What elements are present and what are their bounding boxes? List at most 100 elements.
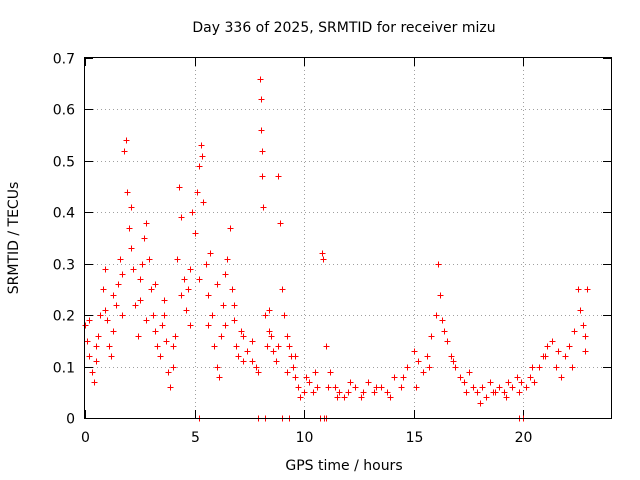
data-point — [192, 230, 199, 237]
data-point — [509, 384, 516, 391]
data-point — [373, 384, 380, 391]
data-point — [163, 338, 170, 345]
y-tick-label: 0.7 — [53, 52, 75, 68]
data-point — [479, 384, 486, 391]
data-point — [189, 209, 196, 216]
data-point — [253, 364, 260, 371]
data-point — [569, 364, 576, 371]
y-tick-label: 0.3 — [53, 258, 75, 274]
data-point — [187, 266, 194, 273]
data-point — [262, 312, 269, 319]
data-point — [580, 322, 587, 329]
data-point — [229, 286, 236, 293]
data-point — [461, 379, 468, 386]
data-point — [108, 353, 115, 360]
data-point — [501, 389, 508, 396]
data-point — [152, 328, 159, 335]
data-point — [391, 374, 398, 381]
data-point — [286, 343, 293, 350]
data-point — [549, 338, 556, 345]
data-point — [327, 369, 334, 376]
axis-ticks: 0 0.1 0.2 0.3 0.4 0.5 0.6 0.7 0 5 10 15 20 — [53, 52, 611, 446]
data-point — [200, 199, 207, 206]
data-point — [181, 276, 188, 283]
chart-title: Day 336 of 2025, SRMTID for receiver miz… — [192, 20, 495, 36]
data-point — [102, 307, 109, 314]
data-point — [558, 374, 565, 381]
data-point — [284, 369, 291, 376]
data-point — [258, 127, 265, 134]
data-point — [119, 271, 126, 278]
data-point — [123, 137, 130, 144]
y-tick-label: 0.4 — [53, 206, 75, 222]
data-point — [185, 286, 192, 293]
data-point — [450, 358, 457, 365]
data-point — [227, 225, 234, 232]
data-point — [426, 364, 433, 371]
data-point — [358, 394, 365, 401]
data-point — [126, 225, 133, 232]
data-point — [249, 338, 256, 345]
data-point — [284, 333, 291, 340]
data-point — [260, 204, 267, 211]
data-point — [93, 343, 100, 350]
data-point — [266, 307, 273, 314]
data-point — [233, 343, 240, 350]
data-point — [290, 364, 297, 371]
data-point — [104, 317, 111, 324]
data-point — [553, 364, 560, 371]
x-tick-label: 10 — [296, 430, 314, 446]
data-point — [203, 261, 210, 268]
data-point — [124, 189, 131, 196]
data-point — [113, 302, 120, 309]
data-point — [323, 343, 330, 350]
data-point — [106, 343, 113, 350]
data-point — [306, 379, 313, 386]
data-point — [205, 322, 212, 329]
x-tick-label: 15 — [406, 430, 424, 446]
data-point — [435, 261, 442, 268]
data-point — [345, 389, 352, 396]
data-point — [555, 348, 562, 355]
data-point — [575, 286, 582, 293]
data-point — [139, 261, 146, 268]
data-point — [544, 343, 551, 350]
data-point — [483, 394, 490, 401]
data-point — [110, 328, 117, 335]
y-axis-label: SRMTID / TECUs — [6, 182, 22, 295]
data-point — [199, 153, 206, 160]
data-point — [292, 353, 299, 360]
data-point — [244, 348, 251, 355]
x-tick-label: 20 — [515, 430, 533, 446]
data-point — [178, 214, 185, 221]
data-point — [82, 322, 89, 329]
data-point — [165, 369, 172, 376]
data-point — [503, 394, 510, 401]
data-point — [264, 343, 271, 350]
data-point — [100, 286, 107, 293]
data-point — [198, 142, 205, 149]
data-point — [148, 286, 155, 293]
data-point — [334, 394, 341, 401]
data-point — [404, 364, 411, 371]
data-point — [93, 358, 100, 365]
data-point — [174, 256, 181, 263]
data-point — [152, 281, 159, 288]
data-point — [273, 358, 280, 365]
data-point — [170, 364, 177, 371]
data-point — [268, 333, 275, 340]
data-point — [384, 389, 391, 396]
data-point — [130, 266, 137, 273]
data-point — [95, 333, 102, 340]
data-points — [82, 76, 591, 422]
data-point — [275, 343, 282, 350]
y-tick-label: 0.6 — [53, 103, 75, 119]
data-point — [196, 276, 203, 283]
data-point — [214, 364, 221, 371]
plot-frame — [84, 57, 612, 419]
data-point — [89, 369, 96, 376]
y-tick-label: 0.5 — [53, 155, 75, 171]
data-point — [531, 379, 538, 386]
data-point — [523, 384, 530, 391]
data-point — [448, 353, 455, 360]
